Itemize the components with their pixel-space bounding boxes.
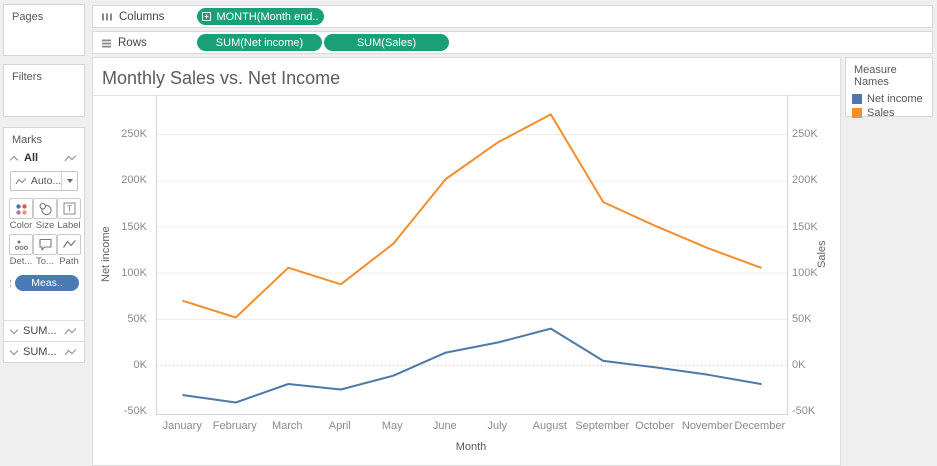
x-tick-label: May [381, 420, 403, 432]
tooltip-icon [33, 234, 57, 255]
y-tick-label: 200K [792, 174, 818, 187]
rows-icon [101, 38, 112, 48]
pill-sum-net-income[interactable]: SUM(Net income) [197, 34, 322, 51]
label-button[interactable]: T Label [57, 198, 81, 231]
detail-icon [9, 234, 33, 255]
columns-shelf: Columns MONTH(Month end.. [92, 5, 933, 28]
line-mark-icon [64, 348, 77, 355]
marks-field-row-sum-2[interactable]: SUM... [4, 341, 84, 362]
worksheet-view: Monthly Sales vs. Net Income -50K 0K 50K 10… [92, 57, 841, 466]
size-button[interactable]: Size [33, 198, 57, 231]
rows-shelf-label: Rows [118, 36, 147, 49]
y-tick-label: 0K [133, 359, 147, 372]
x-tick-label: December [734, 420, 786, 432]
path-button[interactable]: Path [57, 234, 81, 267]
color-icon [9, 198, 33, 219]
pages-panel-title: Pages [12, 11, 44, 23]
series-line-sales[interactable] [182, 113, 762, 319]
y-tick-label: 250K [792, 128, 818, 141]
pill-sum-sales[interactable]: SUM(Sales) [324, 34, 449, 51]
expand-hierarchy-icon[interactable] [202, 12, 212, 21]
x-tick-label: March [271, 420, 303, 432]
line-mark-icon [64, 327, 77, 334]
filters-panel[interactable]: Filters [3, 64, 85, 117]
y-tick-label: 200K [121, 174, 147, 187]
y-tick-label: 100K [792, 266, 818, 279]
marks-field-row-sum-1[interactable]: SUM... [4, 320, 84, 341]
x-tick-label: July [487, 420, 508, 432]
y-axis-title-left: Net income [100, 226, 112, 283]
pill-label: MONTH(Month end.. [216, 10, 319, 23]
pill-month-field[interactable]: MONTH(Month end.. [197, 8, 324, 25]
chart-title: Monthly Sales vs. Net Income [102, 68, 341, 88]
line-mark-icon [15, 177, 27, 184]
columns-icon [101, 12, 113, 22]
measure-names-shelf-row: Meas.. [4, 275, 84, 291]
color-button[interactable]: Color [9, 198, 33, 231]
y-tick-label: 250K [121, 128, 147, 141]
y-tick-label: 100K [121, 266, 147, 279]
pill-measure-names[interactable]: Meas.. [15, 275, 79, 291]
x-tick-label: February [212, 420, 257, 432]
marks-panel-title: Marks [12, 134, 42, 146]
svg-text:T: T [66, 204, 71, 214]
pill-label: SUM(Net income) [215, 36, 304, 49]
plot-area[interactable] [156, 95, 788, 415]
y-tick-label: 0K [792, 359, 806, 372]
expand-chevron-icon[interactable] [9, 325, 19, 335]
mark-type-value: Auto... [30, 175, 62, 187]
legend-card: Measure Names Net income Sales [845, 57, 933, 120]
x-tick-label: April [328, 420, 351, 432]
legend-item-net-income[interactable]: Net income [846, 92, 932, 106]
columns-shelf-label: Columns [119, 10, 165, 23]
pages-panel[interactable]: Pages [3, 4, 85, 56]
size-icon [33, 198, 57, 219]
color-grid-icon [10, 279, 11, 287]
y-tick-label: 50K [792, 312, 812, 325]
x-tick-label: January [162, 420, 202, 432]
legend-swatch-orange [852, 108, 862, 118]
x-tick-label: September [575, 420, 630, 432]
x-tick-label: October [635, 420, 675, 432]
marks-all-row[interactable]: All [4, 148, 84, 168]
y-axis-title-right: Sales [816, 240, 828, 269]
series-line-net-income[interactable] [182, 327, 762, 404]
marks-panel: Marks All Auto... Color Size [3, 127, 85, 363]
y-tick-label: -50K [792, 405, 816, 418]
expand-chevron-icon[interactable] [9, 346, 19, 356]
title-divider [93, 95, 840, 96]
x-tick-label: August [532, 420, 567, 432]
x-axis-title: Month [455, 441, 487, 453]
legend-item-sales[interactable]: Sales [846, 106, 932, 120]
mark-type-dropdown[interactable]: Auto... [10, 171, 78, 191]
line-mark-icon [64, 154, 77, 161]
filters-panel-title: Filters [12, 71, 42, 83]
legend-title: Measure Names [854, 64, 897, 88]
rows-shelf: Rows SUM(Net income) SUM(Sales) [92, 31, 933, 54]
detail-button[interactable]: Det... [9, 234, 33, 267]
y-tick-label: 150K [121, 220, 147, 233]
legend-swatch-blue [852, 94, 862, 104]
x-tick-label: November [681, 420, 733, 432]
path-icon [57, 234, 81, 255]
marks-all-label: All [24, 152, 39, 164]
x-tick-label: June [432, 420, 457, 432]
y-tick-label: 50K [127, 312, 147, 325]
pill-label: SUM(Sales) [356, 36, 417, 49]
label-icon: T [57, 198, 81, 219]
y-tick-label: 150K [792, 220, 818, 233]
tooltip-button[interactable]: To... [33, 234, 57, 267]
collapse-chevron-icon[interactable] [9, 155, 19, 164]
dropdown-caret[interactable] [61, 172, 77, 190]
y-tick-label: -50K [123, 405, 147, 418]
